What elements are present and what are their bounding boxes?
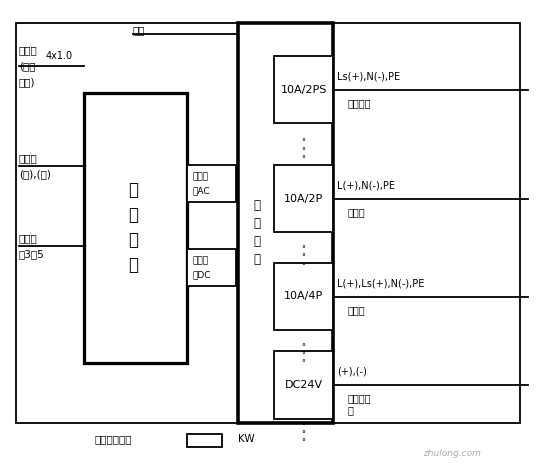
Bar <box>274 56 333 123</box>
Bar <box>274 263 333 330</box>
Text: °
°
°: ° ° ° <box>301 245 306 271</box>
Text: 消防联: 消防联 <box>19 45 38 55</box>
Text: 源3或5: 源3或5 <box>19 249 45 259</box>
Text: zhulong.com: zhulong.com <box>423 449 481 458</box>
Text: 点灯): 点灯) <box>19 77 35 87</box>
Text: 正常电: 正常电 <box>192 172 209 181</box>
Text: °
°
°: ° ° ° <box>301 138 306 164</box>
Text: 输
出
模
块: 输 出 模 块 <box>254 199 260 266</box>
Text: 10A/2P: 10A/2P <box>284 194 323 204</box>
Bar <box>187 249 236 286</box>
Text: L(+),N(-),PE: L(+),N(-),PE <box>337 180 395 191</box>
Text: 持续式: 持续式 <box>348 207 366 218</box>
Bar <box>84 93 187 363</box>
Text: 可控式: 可控式 <box>348 305 366 315</box>
Text: 额定应急功率: 额定应急功率 <box>95 434 132 445</box>
Text: 非持续式: 非持续式 <box>348 98 371 108</box>
Text: 源DC: 源DC <box>192 270 211 279</box>
Text: Ls(+),N(-),PE: Ls(+),N(-),PE <box>337 71 400 81</box>
Text: 正常电: 正常电 <box>19 233 38 243</box>
Text: (巡检: (巡检 <box>19 61 35 71</box>
Text: 地面导光
流: 地面导光 流 <box>348 393 371 415</box>
Text: L(+),Ls(+),N(-),PE: L(+),Ls(+),N(-),PE <box>337 278 424 288</box>
Text: 4x1.0: 4x1.0 <box>46 51 73 61</box>
Text: °
°
°: ° ° ° <box>301 343 306 369</box>
Text: °
°
°: ° ° ° <box>301 422 306 448</box>
Bar <box>187 434 222 447</box>
Text: 应急电: 应急电 <box>19 153 38 163</box>
Bar <box>16 23 520 423</box>
Bar <box>187 165 236 202</box>
Text: (源),(－): (源),(－) <box>19 169 51 179</box>
Text: 源AC: 源AC <box>192 186 210 195</box>
Text: 电
源
控
制: 电 源 控 制 <box>128 181 138 274</box>
Bar <box>274 165 333 232</box>
Text: (+),(-): (+),(-) <box>337 366 367 377</box>
Bar <box>274 351 333 418</box>
Text: KW: KW <box>238 434 255 445</box>
Text: 监控: 监控 <box>133 25 145 35</box>
Text: 10A/4P: 10A/4P <box>284 292 323 301</box>
Text: 应急电: 应急电 <box>192 256 209 265</box>
Bar <box>238 23 333 423</box>
Text: 10A/2PS: 10A/2PS <box>280 85 327 94</box>
Text: DC24V: DC24V <box>285 380 322 390</box>
